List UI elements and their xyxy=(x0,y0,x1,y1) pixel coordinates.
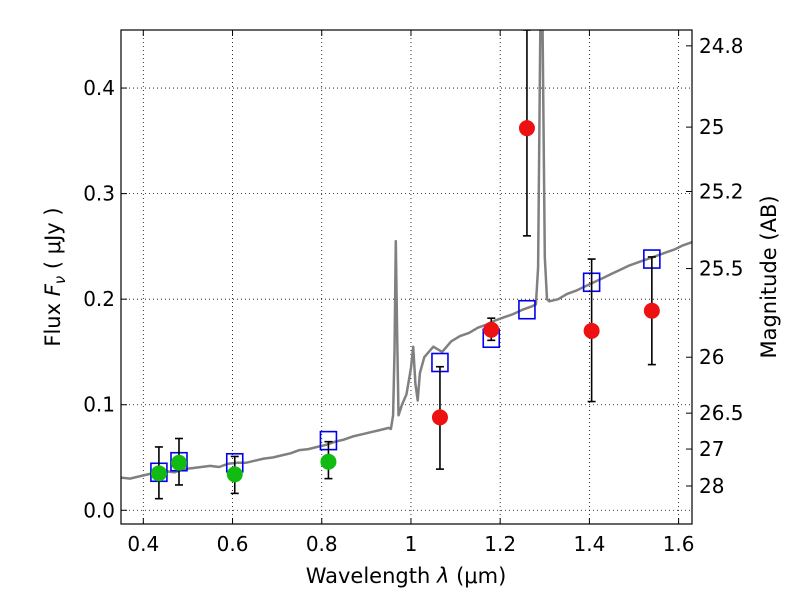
mag-tick-label: 24.8 xyxy=(699,34,744,58)
x-tick-label: 1.2 xyxy=(484,532,516,556)
data-point xyxy=(583,322,600,339)
y-axis-label-right: Magnitude (AB) xyxy=(757,195,781,358)
mag-tick-label: 28 xyxy=(699,474,724,498)
data-point xyxy=(643,302,660,319)
data-point xyxy=(320,453,337,470)
data-point xyxy=(150,465,167,482)
y-axis-label: Flux Fν ( μJy ) xyxy=(41,207,69,346)
y-tick-label: 0.3 xyxy=(83,182,115,206)
y-tick-label: 0.4 xyxy=(83,76,115,100)
mag-tick-label: 26.5 xyxy=(699,401,744,425)
mag-tick-label: 25.2 xyxy=(699,180,744,204)
x-tick-label: 0.8 xyxy=(306,532,338,556)
mag-tick-label: 27 xyxy=(699,437,724,461)
plot-layer xyxy=(121,30,692,500)
y-tick-label: 0.0 xyxy=(83,498,115,522)
y-tick-label: 0.1 xyxy=(83,393,115,417)
x-tick-label: 1 xyxy=(405,532,418,556)
spectrum-line xyxy=(121,30,692,480)
data-point xyxy=(226,466,243,483)
x-tick-label: 1.4 xyxy=(573,532,605,556)
data-point xyxy=(483,321,500,338)
plot-frame xyxy=(120,29,693,525)
x-tick-label: 0.4 xyxy=(127,532,159,556)
mag-tick-label: 26 xyxy=(699,345,724,369)
mag-tick-label: 25.5 xyxy=(699,257,744,281)
mag-tick-label: 25 xyxy=(699,115,724,139)
model-square-marker xyxy=(518,299,536,320)
x-tick-label: 1.6 xyxy=(663,532,695,556)
x-axis-label: Wavelength λ (μm) xyxy=(306,564,507,588)
y-tick-label: 0.2 xyxy=(83,287,115,311)
data-point xyxy=(431,409,448,426)
data-point xyxy=(518,120,535,137)
x-tick-label: 0.6 xyxy=(217,532,249,556)
data-point xyxy=(170,454,187,471)
axes-layer: 0.4 0.6 0.8 1 1.2 1.4 1.6 0.0 0.1 0.2 0.3 0.4 24.8 25… xyxy=(83,30,744,556)
